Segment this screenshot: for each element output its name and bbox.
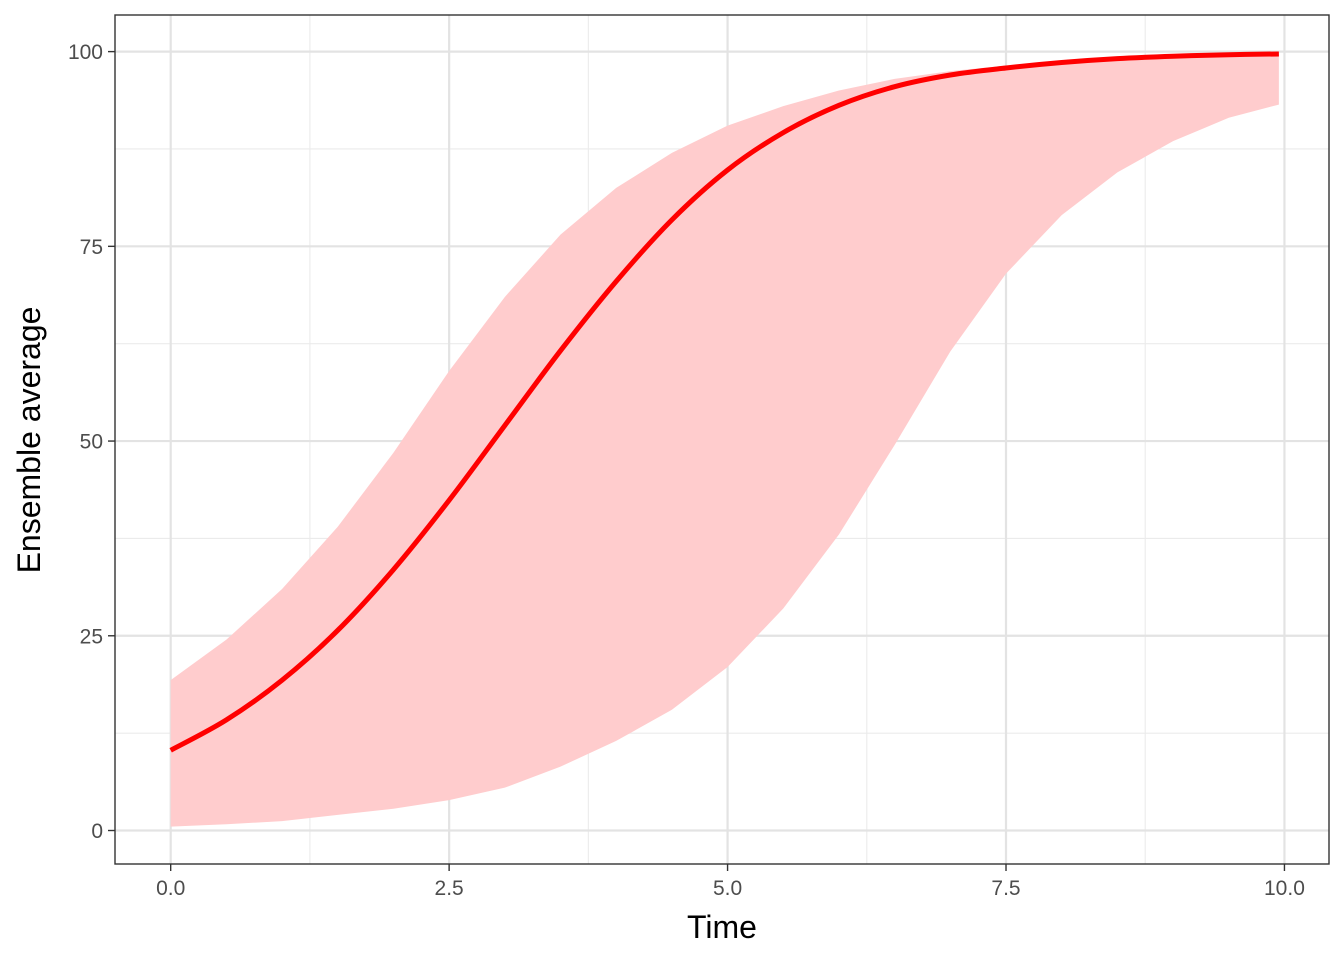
x-axis-ticks: 0.0 2.5 5.0 7.5 10.0 xyxy=(156,864,1305,900)
x-axis-title: Time xyxy=(687,909,757,945)
confidence-band xyxy=(170,53,1279,827)
x-tick-label: 5.0 xyxy=(713,877,742,900)
ensemble-average-line xyxy=(169,51,1279,753)
y-tick-label: 50 xyxy=(80,431,103,454)
y-tick-label: 75 xyxy=(80,236,103,259)
x-tick-label: 7.5 xyxy=(991,877,1020,900)
y-tick-label: 25 xyxy=(80,625,103,648)
y-axis-ticks: 0 25 50 75 100 xyxy=(68,41,115,843)
x-tick-label: 10.0 xyxy=(1264,877,1305,900)
x-tick-label: 2.5 xyxy=(435,877,464,900)
y-axis-title: Ensemble average xyxy=(11,307,47,574)
plot-panel-border xyxy=(114,14,1330,865)
y-tick-label: 0 xyxy=(91,820,103,843)
x-tick-label: 0.0 xyxy=(156,877,185,900)
confidence-band-layer xyxy=(170,53,1279,827)
average-line-layer xyxy=(169,51,1279,753)
y-tick-label: 100 xyxy=(68,41,103,64)
